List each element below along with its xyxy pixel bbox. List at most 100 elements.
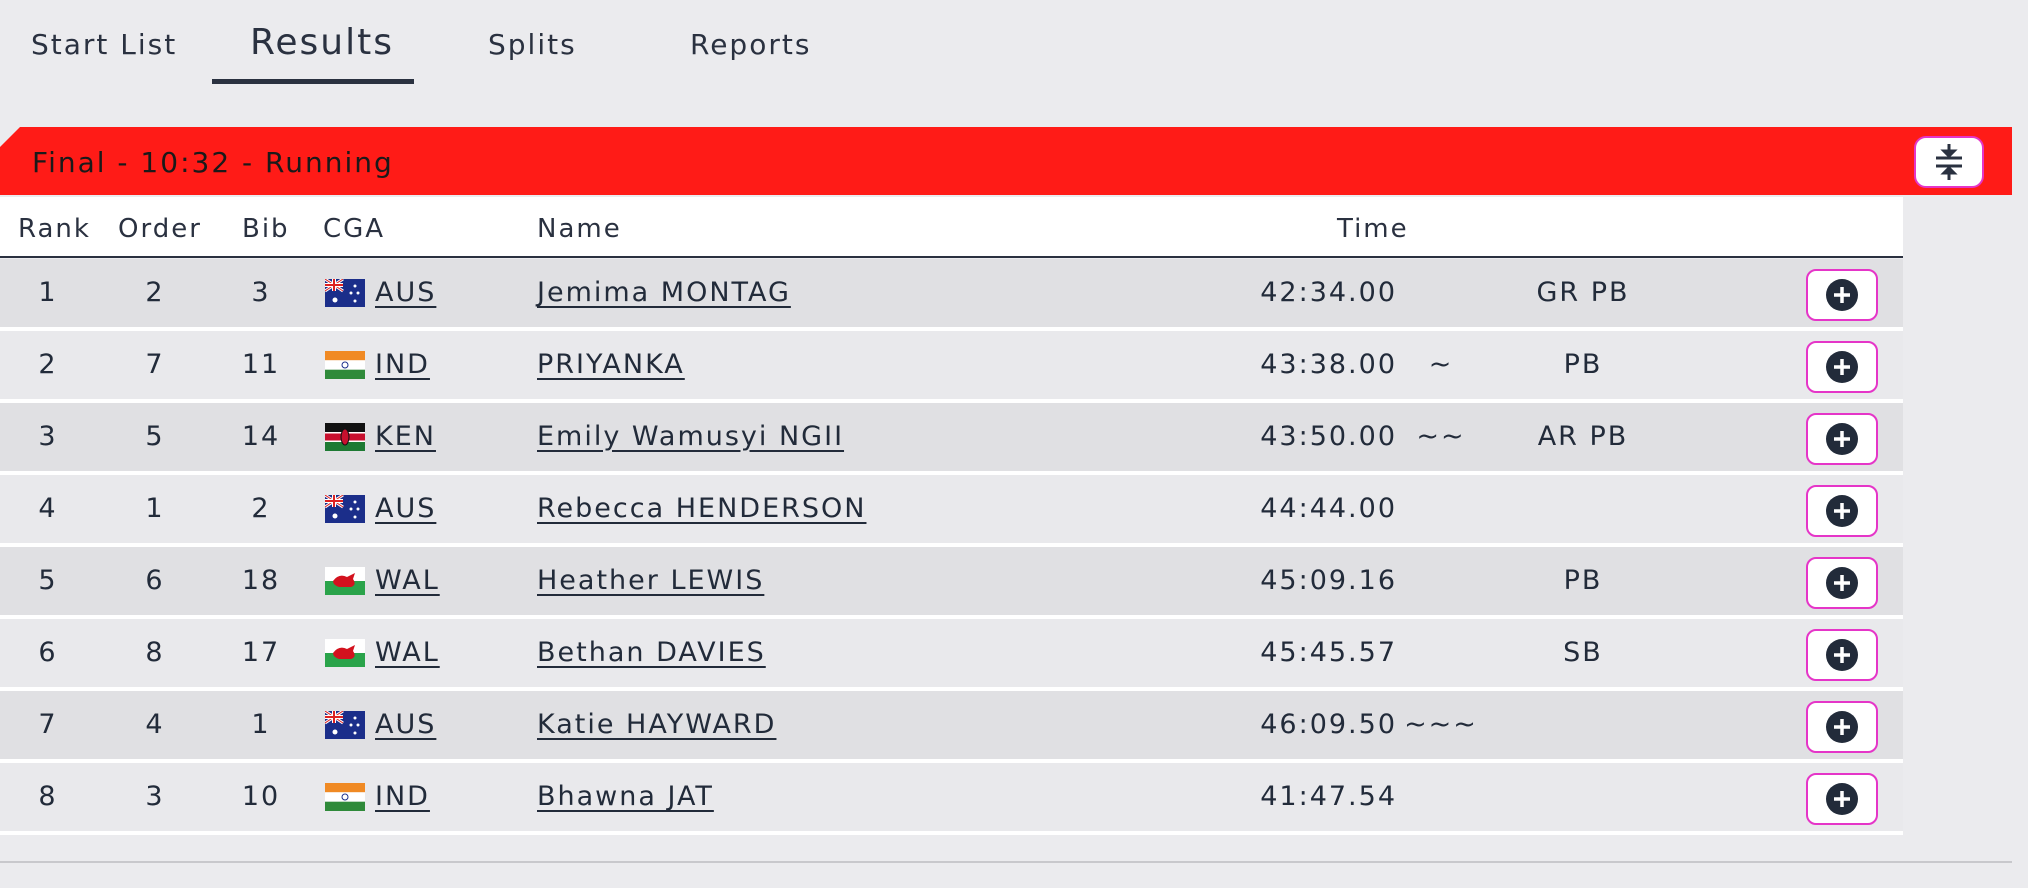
table-row <box>0 691 1903 763</box>
rank: 1 <box>38 277 58 308</box>
order: 4 <box>145 709 165 740</box>
country-link[interactable]: IND <box>375 349 430 380</box>
column-header: Time <box>1337 214 1409 244</box>
details-button[interactable] <box>1806 269 1878 321</box>
tab[interactable]: Results <box>250 22 394 63</box>
column-header: Order <box>118 214 202 244</box>
order: 3 <box>145 781 165 812</box>
event-header <box>0 127 2012 195</box>
plus-icon <box>1826 783 1858 815</box>
tab[interactable]: Splits <box>488 28 577 61</box>
records: AR PB <box>1537 421 1629 452</box>
country-link[interactable]: AUS <box>375 493 437 524</box>
athlete-link[interactable]: Rebecca HENDERSON <box>537 493 867 524</box>
plus-icon <box>1826 495 1858 527</box>
flag <box>325 567 365 595</box>
athlete-link[interactable]: Jemima MONTAG <box>537 277 791 308</box>
athlete-link[interactable]: Bethan DAVIES <box>537 637 766 668</box>
country-link[interactable]: WAL <box>375 637 440 668</box>
athlete-link[interactable]: Bhawna JAT <box>537 781 714 812</box>
bib: 10 <box>241 781 281 812</box>
table-header <box>0 197 1903 258</box>
time: 43:50.00 <box>1260 421 1397 452</box>
bib: 3 <box>251 277 271 308</box>
column-header: Name <box>537 214 622 244</box>
order: 7 <box>145 349 165 380</box>
table-row <box>0 403 1903 475</box>
marks: ~~ <box>1416 421 1466 452</box>
details-button[interactable] <box>1806 341 1878 393</box>
plus-icon <box>1826 279 1858 311</box>
athlete-link[interactable]: Emily Wamusyi NGII <box>537 421 845 452</box>
country-link[interactable]: AUS <box>375 277 437 308</box>
flag-icon <box>325 423 365 451</box>
divider <box>0 861 2012 863</box>
plus-icon <box>1826 567 1858 599</box>
bib: 14 <box>241 421 281 452</box>
tab[interactable]: Reports <box>690 28 812 61</box>
athlete-link[interactable]: Katie HAYWARD <box>537 709 777 740</box>
marks: ~~~ <box>1404 709 1478 740</box>
bib: 11 <box>241 349 281 380</box>
records: SB <box>1563 637 1603 668</box>
records: GR PB <box>1536 277 1630 308</box>
details-button[interactable] <box>1806 413 1878 465</box>
flag <box>325 351 365 379</box>
marks: ~ <box>1428 349 1454 380</box>
flag-icon <box>325 351 365 379</box>
country-link[interactable]: WAL <box>375 565 440 596</box>
flag <box>325 783 365 811</box>
tab-underline <box>212 79 414 84</box>
rank: 7 <box>38 709 58 740</box>
column-header: Bib <box>242 214 290 244</box>
order: 5 <box>145 421 165 452</box>
time: 44:44.00 <box>1260 493 1397 524</box>
column-header: Rank <box>18 214 91 244</box>
rank: 5 <box>38 565 58 596</box>
country-link[interactable]: KEN <box>375 421 436 452</box>
bib: 17 <box>241 637 281 668</box>
plus-icon <box>1826 423 1858 455</box>
time: 45:09.16 <box>1260 565 1397 596</box>
time: 43:38.00 <box>1260 349 1397 380</box>
details-button[interactable] <box>1806 485 1878 537</box>
flag-icon <box>324 493 365 523</box>
country-link[interactable]: IND <box>375 781 430 812</box>
athlete-link[interactable]: PRIYANKA <box>537 349 685 380</box>
flag <box>324 493 365 523</box>
time: 46:09.50 <box>1260 709 1397 740</box>
flag-icon <box>325 567 365 595</box>
order: 8 <box>145 637 165 668</box>
collapse-button[interactable] <box>1914 136 1984 188</box>
table-row <box>0 475 1903 547</box>
table-row <box>0 547 1903 619</box>
rank: 6 <box>38 637 58 668</box>
time: 41:47.54 <box>1260 781 1397 812</box>
collapse-icon <box>1936 144 1962 180</box>
column-header: CGA <box>323 214 386 244</box>
athlete-link[interactable]: Heather LEWIS <box>537 565 765 596</box>
details-button[interactable] <box>1806 701 1878 753</box>
order: 6 <box>145 565 165 596</box>
event-title: Final - 10:32 - Running <box>32 146 394 179</box>
time: 45:45.57 <box>1260 637 1397 668</box>
country-link[interactable]: AUS <box>375 709 437 740</box>
table-row <box>0 259 1903 331</box>
table-row <box>0 331 1903 403</box>
table-row <box>0 619 1903 691</box>
details-button[interactable] <box>1806 773 1878 825</box>
details-button[interactable] <box>1806 557 1878 609</box>
flag <box>325 639 365 667</box>
rank: 2 <box>38 349 58 380</box>
flag <box>325 423 365 451</box>
flag <box>324 277 365 307</box>
records: PB <box>1563 565 1603 596</box>
time: 42:34.00 <box>1260 277 1397 308</box>
table-row <box>0 763 1903 835</box>
tab[interactable]: Start List <box>31 28 178 61</box>
plus-icon <box>1826 639 1858 671</box>
order: 1 <box>145 493 165 524</box>
details-button[interactable] <box>1806 629 1878 681</box>
bib: 18 <box>241 565 281 596</box>
plus-icon <box>1826 711 1858 743</box>
